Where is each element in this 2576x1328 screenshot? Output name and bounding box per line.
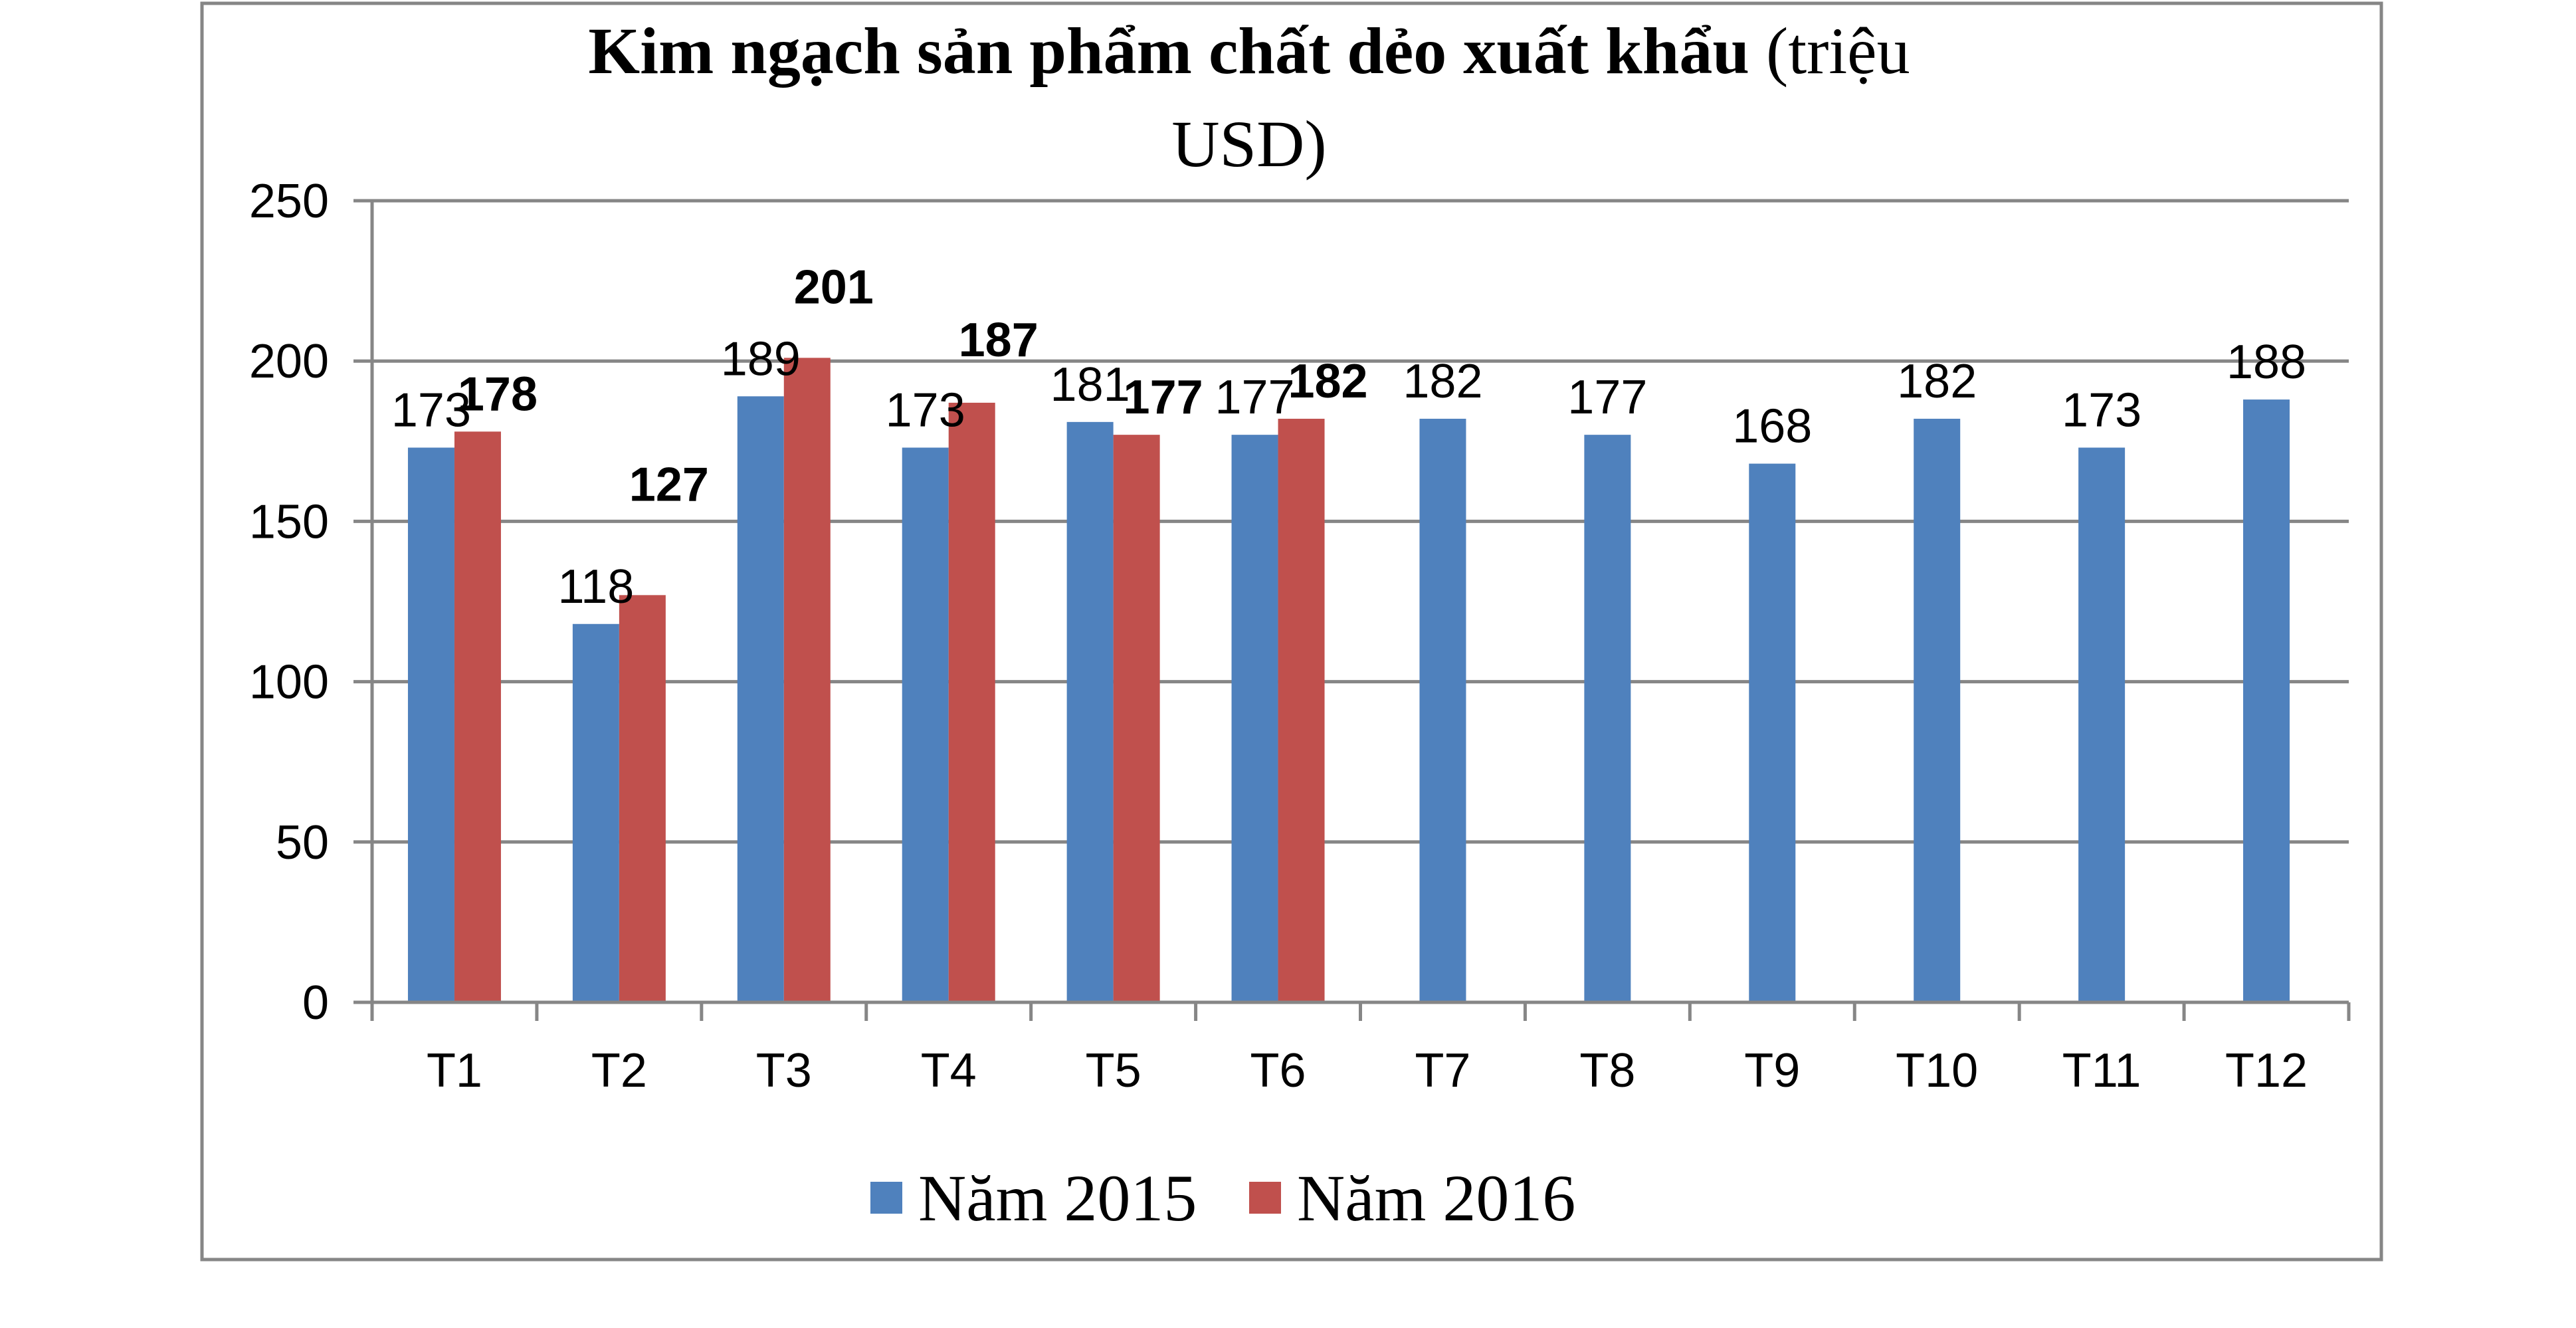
- bar-năm-2015-t3: [737, 396, 784, 1002]
- data-label: 188: [2227, 336, 2306, 389]
- bar-năm-2016-t3: [783, 358, 831, 1002]
- x-tick-label: T11: [2062, 1044, 2141, 1097]
- data-label: 182: [1288, 355, 1367, 408]
- legend-swatch: [1249, 1182, 1281, 1214]
- y-tick-label: 0: [302, 976, 329, 1030]
- data-label: 173: [886, 384, 965, 437]
- bar-năm-2016-t4: [948, 402, 995, 1002]
- legend-swatch: [870, 1182, 902, 1214]
- x-tick-label: T4: [921, 1044, 977, 1097]
- data-label: 118: [557, 560, 634, 613]
- data-label: 178: [458, 368, 538, 421]
- data-label: 173: [391, 384, 471, 437]
- y-tick-label: 200: [249, 335, 329, 388]
- y-tick-label: 100: [249, 656, 329, 709]
- bar-năm-2015-t9: [1749, 463, 1796, 1002]
- data-label: 177: [1124, 371, 1203, 424]
- x-tick-label: T8: [1579, 1044, 1635, 1097]
- bar-năm-2015-t7: [1419, 419, 1466, 1002]
- data-label: 181: [1050, 358, 1130, 411]
- bar-năm-2015-t6: [1231, 435, 1278, 1002]
- data-label: 182: [1403, 355, 1482, 408]
- bar-năm-2015-t11: [2078, 447, 2126, 1002]
- bar-năm-2015-t5: [1066, 421, 1114, 1002]
- x-tick-label: T7: [1415, 1044, 1470, 1097]
- bar-năm-2016-t6: [1278, 419, 1325, 1002]
- y-tick-label: 150: [249, 495, 329, 548]
- bar-năm-2015-t1: [407, 447, 454, 1002]
- chart-title-line2: USD): [1171, 107, 1326, 181]
- data-label: 127: [629, 458, 709, 511]
- x-tick-label: T12: [2225, 1044, 2308, 1097]
- data-label: 187: [959, 314, 1039, 367]
- gridlines: [372, 199, 2349, 844]
- x-tick-label: T5: [1086, 1044, 1141, 1097]
- x-tick-label: T6: [1250, 1044, 1306, 1097]
- bar-năm-2015-t10: [1914, 419, 1961, 1002]
- data-label: 173: [2062, 384, 2141, 437]
- legend: Năm 2015 Năm 2016: [870, 1161, 1575, 1235]
- y-tick-label: 50: [276, 816, 329, 869]
- bars: [407, 358, 2290, 1002]
- data-label: 177: [1215, 371, 1294, 424]
- data-label: 182: [1897, 355, 1977, 408]
- data-label: 177: [1567, 371, 1647, 424]
- bar-năm-2015-t8: [1584, 435, 1631, 1002]
- x-axis: T1 T2 T3 T4 T5 T6 T7 T8 T9 T10 T11 T12: [370, 1000, 2351, 1097]
- data-label: 201: [794, 261, 874, 314]
- chart-title-unit: (triệu: [1766, 14, 1910, 88]
- y-axis: 0 50 100 150 200 250: [249, 175, 374, 1030]
- chart-title-bold: Kim ngạch sản phẩm chất dẻo xuất khẩu: [588, 14, 1749, 88]
- bar-năm-2016-t2: [619, 595, 666, 1002]
- x-tick-label: T1: [427, 1044, 482, 1097]
- bar-năm-2016-t1: [454, 431, 501, 1002]
- y-tick-label: 250: [249, 175, 329, 228]
- x-tick-label: T10: [1896, 1044, 1978, 1097]
- legend-label: Năm 2015: [918, 1161, 1197, 1235]
- bar-năm-2015-t4: [902, 447, 949, 1002]
- x-tick-label: T2: [591, 1044, 647, 1097]
- data-label: 168: [1732, 400, 1812, 453]
- bar-năm-2015-t2: [572, 623, 619, 1002]
- x-tick-label: T3: [756, 1044, 812, 1097]
- bar-năm-2016-t5: [1113, 435, 1160, 1002]
- x-tick-label: T9: [1744, 1044, 1800, 1097]
- bar-năm-2015-t12: [2243, 399, 2290, 1002]
- chart-title: Kim ngạch sản phẩm chất dẻo xuất khẩu (t…: [588, 14, 1910, 88]
- data-label: 189: [721, 332, 801, 386]
- legend-label: Năm 2016: [1297, 1161, 1575, 1235]
